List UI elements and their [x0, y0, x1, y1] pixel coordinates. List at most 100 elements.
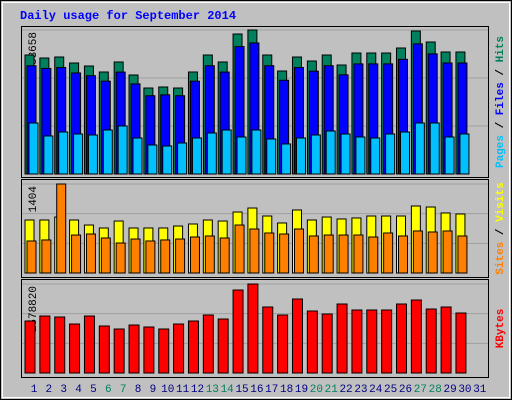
x-tick-label: 25: [384, 384, 397, 396]
bar: [425, 308, 437, 374]
bar: [117, 125, 128, 175]
bar: [455, 312, 467, 374]
bar: [206, 132, 217, 175]
x-tick-label: 10: [161, 384, 174, 396]
bar: [147, 144, 158, 175]
bar: [444, 136, 455, 175]
x-tick-label: 28: [429, 384, 442, 396]
bar: [351, 309, 363, 374]
x-tick-label: 31: [473, 384, 487, 396]
bar: [321, 313, 333, 374]
bar: [306, 310, 318, 374]
bar: [219, 237, 230, 274]
bar: [355, 136, 366, 175]
bar: [39, 315, 51, 374]
bar: [160, 239, 171, 274]
bar: [73, 133, 84, 175]
bar: [385, 133, 396, 175]
bar: [24, 320, 36, 374]
bar: [234, 224, 245, 274]
x-tick-label: 24: [369, 384, 383, 396]
bar: [414, 122, 425, 175]
bar: [56, 183, 67, 274]
x-tick-label: 20: [310, 384, 323, 396]
bar: [398, 235, 408, 274]
bar: [295, 137, 306, 175]
bar: [202, 314, 214, 374]
legend: Sites / Visits: [495, 182, 507, 274]
x-tick-label: 19: [295, 384, 308, 396]
bar: [310, 134, 321, 175]
legend-separator: /: [495, 115, 507, 135]
bar: [98, 325, 110, 374]
bar: [279, 233, 290, 274]
chart-title: Daily usage for September 2014: [20, 9, 236, 23]
legend-entry: Files: [495, 82, 507, 115]
bar: [191, 137, 202, 175]
x-tick-label: 22: [339, 384, 352, 396]
bar: [128, 324, 140, 374]
bar: [54, 316, 66, 374]
x-tick-label: 8: [135, 384, 142, 396]
x-tick-label: 11: [176, 384, 190, 396]
bar: [162, 145, 173, 175]
x-tick-label: 2: [46, 384, 53, 396]
bar: [412, 230, 423, 274]
bar: [410, 299, 422, 374]
bar: [143, 326, 155, 374]
x-tick-label: 4: [75, 384, 82, 396]
bar: [130, 238, 141, 274]
bar: [247, 283, 259, 374]
legend: Pages / Files / Hits: [495, 36, 507, 168]
x-tick-label: 26: [399, 384, 412, 396]
bar: [251, 129, 262, 175]
bar: [249, 228, 260, 274]
bar: [69, 323, 81, 374]
legend-separator: /: [495, 222, 507, 242]
x-tick-label: 21: [325, 384, 339, 396]
bar: [132, 137, 143, 175]
x-tick-label: 13: [206, 384, 219, 396]
bar: [381, 309, 393, 374]
bar: [264, 232, 275, 274]
bar: [173, 323, 185, 374]
x-tick-label: 9: [150, 384, 157, 396]
bar: [440, 306, 452, 374]
bar: [58, 131, 69, 175]
x-tick-label: 17: [265, 384, 278, 396]
x-tick-label: 14: [221, 384, 235, 396]
bar: [177, 142, 188, 175]
bar: [85, 233, 96, 274]
y-tick-label: 1404: [28, 186, 40, 213]
x-tick-label: 3: [60, 384, 67, 396]
bar: [41, 239, 52, 274]
x-tick-label: 27: [414, 384, 427, 396]
bar: [368, 236, 379, 274]
bar: [175, 238, 186, 274]
bar: [442, 230, 453, 274]
bar: [87, 134, 98, 175]
bar: [28, 122, 39, 175]
bar: [383, 232, 394, 274]
bar: [457, 235, 468, 274]
legend-entry: Sites: [495, 242, 507, 275]
x-tick-label: 15: [235, 384, 248, 396]
bar: [325, 130, 336, 175]
bar: [236, 136, 247, 175]
bar: [204, 235, 215, 274]
bar: [366, 309, 378, 374]
bar: [353, 234, 364, 274]
legend-entry: Hits: [495, 36, 507, 62]
bar: [145, 240, 156, 274]
x-tick-label: 1: [31, 384, 38, 396]
bar: [113, 328, 125, 374]
bar: [429, 122, 440, 175]
x-tick-label: 23: [354, 384, 367, 396]
bar: [459, 133, 470, 175]
x-tick-label: 30: [458, 384, 471, 396]
x-tick-label: 5: [90, 384, 97, 396]
bar: [102, 129, 113, 175]
legend-entry: Visits: [495, 182, 507, 222]
legend-separator: /: [495, 62, 507, 82]
